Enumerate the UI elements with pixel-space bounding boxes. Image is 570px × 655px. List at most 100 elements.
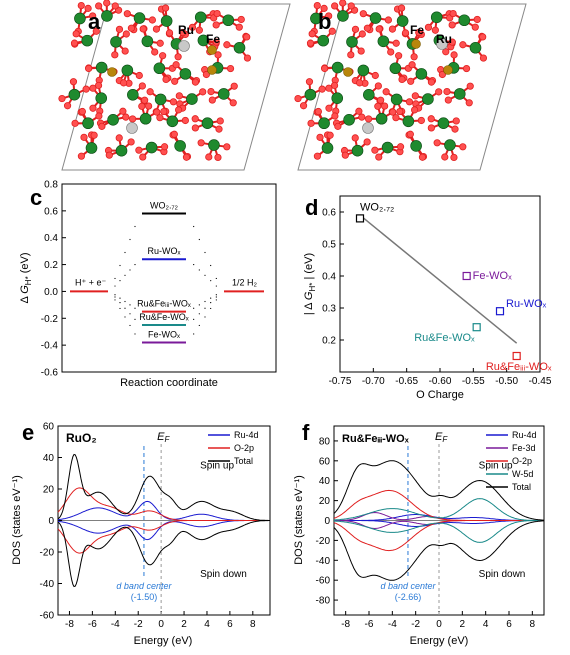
oxygen-atom (181, 116, 189, 125)
point-label: Fe-WOₓ (473, 270, 512, 282)
y-tick-label-c: 0.2 (44, 260, 58, 271)
x-tick-label: 0 (436, 619, 442, 630)
oxygen-atom (442, 48, 450, 56)
oxygen-atom (411, 106, 419, 114)
connector-dot (124, 307, 126, 309)
oxygen-atom (119, 107, 127, 115)
connector-dot (114, 296, 116, 298)
tungsten-atom (337, 10, 349, 22)
oxygen-atom (331, 2, 339, 10)
oxygen-atom (392, 114, 400, 122)
oxygen-atom (121, 47, 129, 55)
ru-label-b: Ru (436, 32, 452, 46)
oxygen-atom (450, 51, 458, 59)
x-tick-label: -6 (365, 619, 374, 630)
oxygen-atom (363, 24, 372, 32)
oxygen-atom (330, 81, 339, 90)
oxygen-atom (320, 4, 328, 12)
oxygen-atom (408, 61, 416, 69)
oxygen-atom (363, 138, 371, 146)
panel-c: c 0.8 0.6 0.4 0.2 0.0 -0.2 -0.4 -0.6 H⁺ + e⁻ 1/2… (19, 180, 277, 389)
label-half-h2: 1/2 H₂ (232, 277, 258, 287)
oxygen-atom (389, 108, 397, 116)
y-tick-label-c: 0.4 (44, 233, 58, 244)
connector-dot (124, 274, 126, 276)
iron-atom (443, 65, 453, 75)
tungsten-atom (304, 88, 317, 101)
panel-a: a Ru Fe (58, 0, 291, 171)
oxygen-atom (84, 4, 92, 12)
oxygen-atom (202, 70, 210, 79)
oxygen-atom (243, 54, 252, 62)
point-label: Ru&Fe-WOₓ (414, 332, 475, 344)
x-tick-label: 8 (530, 619, 536, 630)
d-band-value: (-1.50) (131, 592, 158, 602)
connector-dot (210, 307, 212, 310)
scatter-point (495, 307, 505, 316)
y-axis-label-c: Δ GH* (eV) (19, 252, 33, 303)
oxygen-atom (359, 10, 367, 18)
oxygen-atom (127, 24, 136, 32)
dos-curve-Ru-4d-down (57, 520, 270, 541)
iron-atom (207, 65, 217, 75)
oxygen-atom (139, 153, 147, 161)
x-tick-label: 4 (483, 619, 489, 630)
oxygen-atom (443, 88, 451, 96)
oxygen-atom (105, 151, 113, 159)
oxygen-atom (135, 146, 143, 154)
tungsten-atom (139, 112, 152, 125)
oxygen-atom (299, 102, 308, 110)
oxygen-atom (153, 108, 161, 116)
oxygen-atom (392, 39, 400, 47)
y-tick-label: 20 (43, 485, 55, 496)
connector-dot (210, 302, 212, 304)
oxygen-atom (424, 23, 433, 31)
tungsten-atom (437, 117, 450, 129)
connector-dot (210, 264, 212, 267)
oxygen-atom (305, 78, 314, 86)
connector-dot (134, 225, 136, 228)
tungsten-atom (145, 141, 158, 154)
fit-line-d (359, 214, 518, 344)
oxygen-atom (226, 64, 235, 73)
tungsten-atom (133, 12, 146, 24)
oxygen-atom (139, 25, 147, 33)
oxygen-atom (160, 107, 168, 116)
oxygen-atom (448, 21, 456, 29)
legend-O-2p: O-2p (234, 443, 254, 453)
tungsten-atom (402, 115, 415, 128)
oxygen-atom (325, 84, 333, 92)
oxygen-atom (95, 112, 103, 120)
x-axis-label-f: Energy (eV) (410, 635, 469, 647)
oxygen-atom (411, 92, 419, 100)
spin-up-label: Spin up (200, 461, 234, 472)
tungsten-atom (317, 34, 330, 47)
dos-curve-Ru-4d-up (57, 500, 270, 521)
scatter-point (355, 214, 365, 223)
scatter-point (462, 271, 471, 281)
oxygen-atom (98, 122, 106, 130)
oxygen-atom (462, 64, 471, 73)
connector-dot (124, 316, 126, 318)
connector-dot (129, 313, 131, 315)
oxygen-atom (375, 25, 383, 33)
x-tick-label: 2 (460, 619, 466, 630)
oxygen-atom (165, 29, 174, 37)
x-tick-label: -2 (134, 619, 143, 630)
oxygen-atom (82, 85, 90, 93)
oxygen-atom (321, 64, 329, 73)
x-tick-label: -4 (388, 619, 397, 630)
connector-dot (134, 263, 136, 266)
oxygen-atom (172, 61, 180, 69)
oxygen-atom (63, 102, 72, 110)
oxygen-atom (160, 143, 169, 151)
plot-frame-d (339, 195, 541, 373)
y-tick-label-d: 0.5 (322, 240, 336, 251)
oxygen-atom (85, 64, 93, 73)
oxygen-atom (375, 153, 383, 161)
oxygen-atom (188, 23, 197, 31)
ruthenium-atom (178, 40, 190, 52)
oxygen-atom (129, 115, 137, 123)
level-label-Ru&Fe-WOx: Ru&Fe-WOₓ (139, 312, 189, 322)
tungsten-atom (453, 88, 466, 100)
